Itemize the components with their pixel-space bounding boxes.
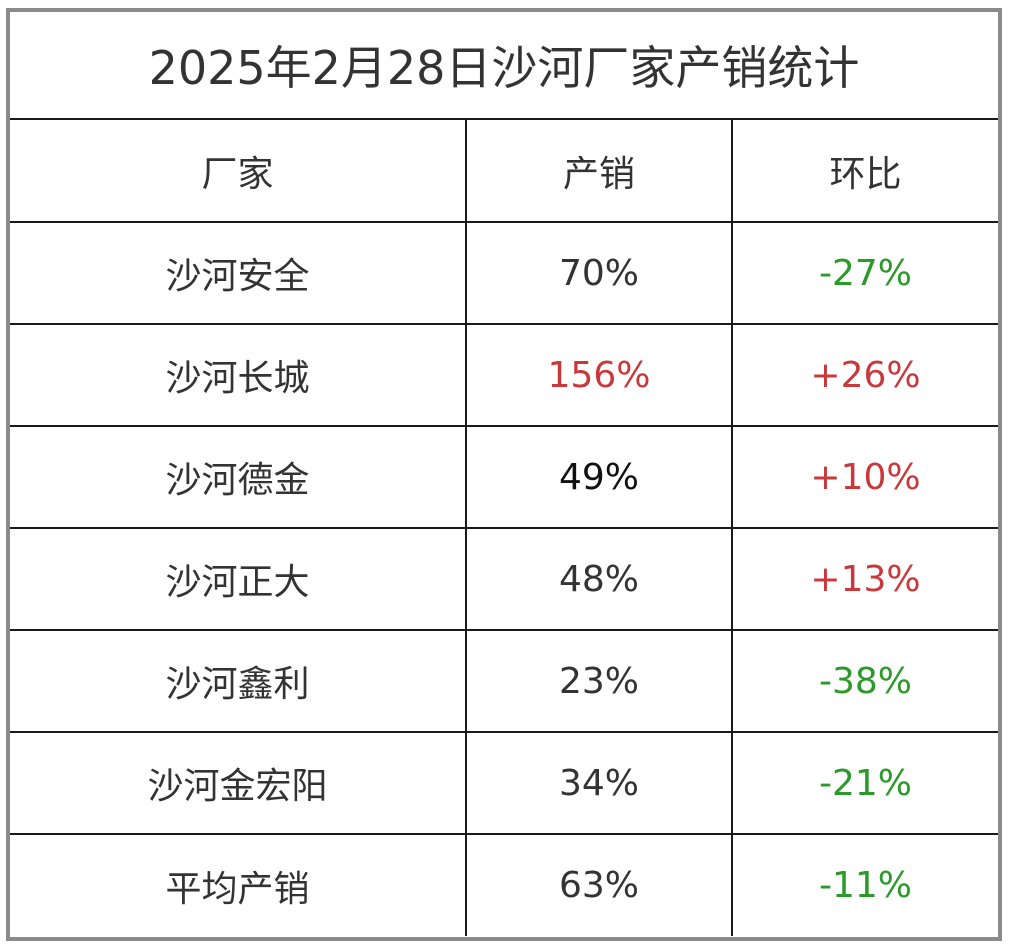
sales-cell: 156% [465, 324, 732, 427]
manufacturer-cell: 沙河长城 [10, 324, 466, 427]
table-row: 沙河长城 156% +26% [10, 324, 999, 427]
title-row: 2025年2月28日沙河厂家产销统计 [10, 12, 999, 120]
manufacturer-cell: 平均产销 [165, 868, 310, 910]
manufacturer-cell: 沙河安全 [10, 222, 466, 325]
change-cell: +10% [730, 426, 999, 529]
change-cell: +26% [730, 324, 999, 427]
header-change: 环比 [730, 119, 999, 223]
change-cell: -21% [730, 732, 999, 835]
sales-cell: 23% [465, 630, 732, 733]
sales-cell: 48% [465, 528, 732, 631]
table-row: 沙河德金 49% +10% [10, 426, 999, 529]
table-row: 沙河金宏阳 34% -21% [10, 732, 999, 835]
sales-cell: 63% [465, 834, 732, 936]
header-row: 厂家 产销 环比 [10, 119, 999, 223]
header-manufacturer: 厂家 [10, 119, 466, 223]
sales-stats-table: 2025年2月28日沙河厂家产销统计 厂家 产销 环比 沙河安全 70% -27% 沙… [10, 12, 999, 936]
sales-cell: 34% [465, 732, 732, 835]
table-row: 沙河鑫利 23% -38% [10, 630, 999, 733]
stats-table-frame: 2025年2月28日沙河厂家产销统计 厂家 产销 环比 沙河安全 70% -27% 沙… [6, 8, 1002, 941]
change-cell: -27% [730, 222, 999, 325]
header-sales: 产销 [465, 119, 732, 223]
table-title: 2025年2月28日沙河厂家产销统计 [10, 12, 999, 120]
table-row: 平均产销 63% -11% [10, 834, 999, 936]
sales-cell: 70% [465, 222, 732, 325]
manufacturer-cell: 沙河金宏阳 [10, 732, 466, 835]
manufacturer-cell: 沙河德金 [10, 426, 466, 529]
table-row: 沙河正大 48% +13% [10, 528, 999, 631]
table-row: 沙河安全 70% -27% [10, 222, 999, 325]
manufacturer-cell: 沙河鑫利 [10, 630, 466, 733]
change-cell: -38% [730, 630, 999, 733]
change-cell: -11% [730, 834, 999, 936]
manufacturer-cell: 沙河正大 [10, 528, 466, 631]
sales-cell: 49% [465, 426, 732, 529]
change-cell: +13% [730, 528, 999, 631]
